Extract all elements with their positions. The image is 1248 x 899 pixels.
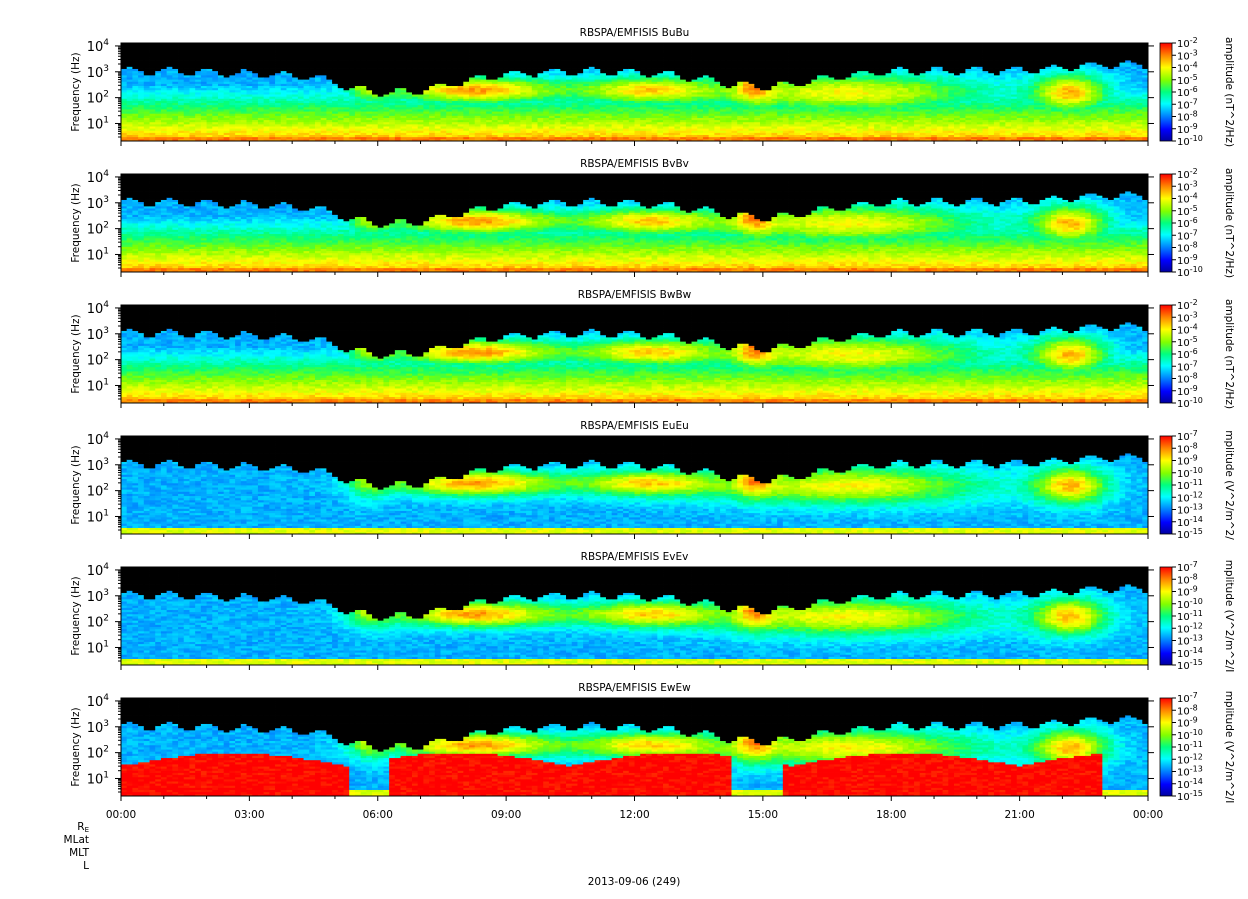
spectrogram-image (121, 43, 1148, 141)
